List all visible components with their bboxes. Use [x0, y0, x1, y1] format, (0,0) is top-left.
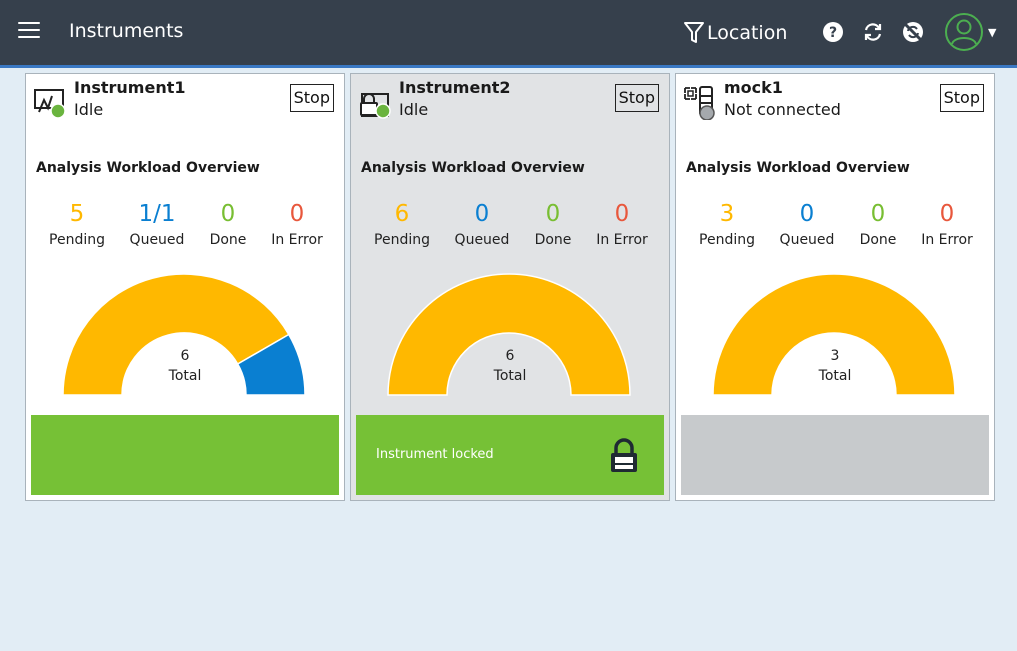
filter-icon — [684, 22, 704, 43]
stat-done[interactable]: 0 Done — [838, 200, 918, 248]
menu-icon[interactable] — [18, 22, 40, 42]
done-count: 0 — [545, 201, 561, 227]
total-count: 3 — [830, 348, 840, 364]
instrument-locked-icon — [360, 93, 391, 119]
status-bar — [681, 415, 989, 495]
total-label: Total — [493, 368, 527, 384]
page-title: Instruments — [69, 20, 184, 42]
gauge-total: 6 Total — [460, 346, 560, 386]
gauge-total: 3 Total — [785, 346, 885, 386]
app-header: Instruments Location ? ▼ — [0, 0, 1017, 65]
done-count: 0 — [220, 201, 236, 227]
instrument-locked-label: Instrument locked — [376, 447, 494, 462]
lock-icon[interactable] — [609, 438, 639, 474]
pending-label: Pending — [49, 232, 105, 248]
total-count: 6 — [505, 348, 515, 364]
location-label: Location — [707, 22, 788, 44]
overview-title: Analysis Workload Overview — [686, 160, 910, 176]
instrument-name: Instrument1 — [74, 78, 186, 97]
user-menu[interactable]: ▼ — [944, 12, 996, 52]
workload-stats: 3 Pending 0 Queued 0 Done 0 In Error — [690, 200, 980, 250]
workload-stats: 5 Pending 1/1 Queued 0 Done 0 In Error — [40, 200, 330, 250]
error-label: In Error — [921, 232, 973, 248]
done-label: Done — [209, 232, 247, 248]
error-label: In Error — [596, 232, 648, 248]
stop-button[interactable]: Stop — [289, 84, 334, 112]
gauge-segment-queued[interactable] — [236, 333, 306, 396]
queued-count: 1/1 — [138, 201, 176, 227]
stat-error[interactable]: 0 In Error — [582, 200, 662, 248]
location-filter-button[interactable]: Location — [683, 19, 787, 47]
stat-done[interactable]: 0 Done — [513, 200, 593, 248]
instrument-card: Instrument2 Idle Stop Analysis Workload … — [350, 73, 670, 501]
pending-count: 6 — [394, 201, 410, 227]
instrument-tower-icon — [684, 86, 715, 120]
instrument-status: Idle — [399, 100, 429, 119]
chevron-down-icon: ▼ — [988, 25, 997, 39]
queued-label: Queued — [779, 232, 835, 248]
sync-off-icon[interactable] — [902, 21, 924, 43]
stat-done[interactable]: 0 Done — [188, 200, 268, 248]
instrument-status: Not connected — [724, 100, 841, 119]
error-label: In Error — [271, 232, 323, 248]
stat-pending[interactable]: 5 Pending — [37, 200, 117, 248]
error-count: 0 — [614, 201, 630, 227]
refresh-icon[interactable] — [862, 21, 884, 43]
done-label: Done — [534, 232, 572, 248]
gauge-segment-pending[interactable] — [387, 273, 631, 396]
overview-title: Analysis Workload Overview — [36, 160, 260, 176]
overview-title: Analysis Workload Overview — [361, 160, 585, 176]
pending-label: Pending — [374, 232, 430, 248]
pending-count: 3 — [719, 201, 735, 227]
gauge-segment-pending[interactable] — [62, 273, 290, 396]
stat-queued[interactable]: 0 Queued — [767, 200, 847, 248]
instrument-card: Instrument1 Idle Stop Analysis Workload … — [25, 73, 345, 501]
workload-gauge — [62, 273, 306, 396]
queued-count: 0 — [799, 201, 815, 227]
queued-label: Queued — [129, 232, 185, 248]
gauge-total: 6 Total — [135, 346, 235, 386]
svg-text:?: ? — [829, 25, 837, 41]
stat-queued[interactable]: 1/1 Queued — [117, 200, 197, 248]
queued-label: Queued — [454, 232, 510, 248]
workload-gauge — [387, 273, 631, 396]
instrument-name: Instrument2 — [399, 78, 511, 97]
gauge-segment-pending[interactable] — [712, 273, 956, 396]
status-bar — [31, 415, 339, 495]
stat-pending[interactable]: 3 Pending — [687, 200, 767, 248]
instrument-screen-icon — [34, 89, 66, 119]
workload-stats: 6 Pending 0 Queued 0 Done 0 In Error — [365, 200, 655, 250]
help-icon[interactable]: ? — [822, 21, 844, 43]
user-avatar-icon — [945, 13, 983, 51]
workload-gauge — [712, 273, 956, 396]
instrument-status: Idle — [74, 100, 104, 119]
total-label: Total — [818, 368, 852, 384]
total-count: 6 — [180, 348, 190, 364]
done-count: 0 — [870, 201, 886, 227]
total-label: Total — [168, 368, 202, 384]
stop-button[interactable]: Stop — [614, 84, 659, 112]
stat-pending[interactable]: 6 Pending — [362, 200, 442, 248]
queued-count: 0 — [474, 201, 490, 227]
done-label: Done — [859, 232, 897, 248]
pending-label: Pending — [699, 232, 755, 248]
status-bar: Instrument locked — [356, 415, 664, 495]
error-count: 0 — [939, 201, 955, 227]
instrument-name: mock1 — [724, 78, 783, 97]
stop-button[interactable]: Stop — [939, 84, 984, 112]
header-divider — [0, 65, 1017, 68]
stat-error[interactable]: 0 In Error — [907, 200, 987, 248]
pending-count: 5 — [69, 201, 85, 227]
error-count: 0 — [289, 201, 305, 227]
instrument-card: mock1 Not connected Stop Analysis Worklo… — [675, 73, 995, 501]
stat-queued[interactable]: 0 Queued — [442, 200, 522, 248]
stat-error[interactable]: 0 In Error — [257, 200, 337, 248]
